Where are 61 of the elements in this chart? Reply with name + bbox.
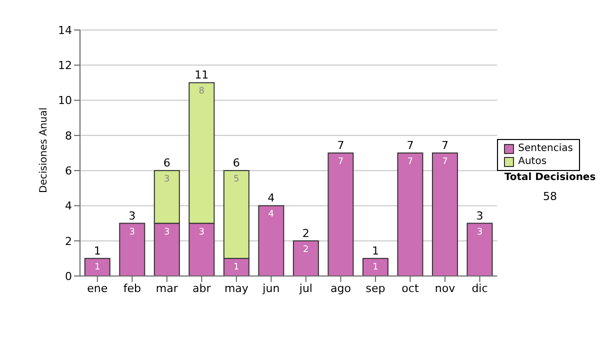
x-tick-label: may [224,282,249,295]
total-label: 2 [302,226,310,240]
text: Total Decisiones [503,172,597,183]
bar [466,222,493,276]
total-label: 1 [372,244,379,258]
data-label: 3 [198,227,205,238]
bar [84,258,110,276]
bar [258,205,284,276]
data-label: 7 [407,157,414,167]
x-tick-label: sep [366,282,386,295]
data-label: 7 [338,157,344,167]
data-label: 1 [94,262,100,272]
legend-label: Autos [518,155,547,168]
y-tick-label: 6 [65,164,72,178]
data-label: 3 [164,174,170,185]
bar [328,152,354,276]
y-tick-label: 12 [58,59,72,72]
data-label: 2 [303,244,309,255]
x-tick-label: nov [434,282,456,295]
y-tick-label: 14 [58,24,72,37]
data-label: 1 [234,262,240,272]
y-tick-label: 10 [58,94,72,108]
y-tick-label: 2 [65,234,72,248]
bar [119,222,146,276]
total-label: 4 [268,192,275,205]
y-tick-label: 0 [65,270,72,283]
x-tick-label: ene [87,282,108,295]
bar [432,152,458,276]
total-label: 6 [232,156,240,170]
x-tick-label: ago [330,282,352,295]
total-label: 11 [194,68,209,82]
total-label: 7 [441,139,448,152]
bar [397,152,424,276]
bar [292,240,319,276]
data-label: 4 [268,210,274,220]
x-tick-label: dic [472,282,488,295]
total-label: 1 [94,244,101,258]
data-label: 5 [234,174,240,185]
x-tick-label: mar [156,282,178,295]
legend-label: Sentencias [518,142,573,155]
data-label: 3 [476,227,483,238]
total-label: 7 [337,139,344,152]
y-tick-label: 4 [65,200,72,213]
total-label: 7 [406,139,414,152]
text: 58 [542,190,558,203]
data-label: 3 [129,227,135,238]
data-label: 7 [442,157,448,167]
x-tick-label: jul [298,282,312,295]
x-tick-label: jun [262,282,280,295]
total-label: 6 [163,156,170,170]
data-label: 8 [198,86,205,97]
x-tick-label: oct [402,282,420,295]
x-tick-label: feb [123,282,141,295]
bar [362,258,388,276]
total-label: 3 [128,209,136,222]
x-tick-label: abr [192,282,212,295]
data-label: 3 [164,227,170,238]
data-label: 1 [372,262,378,272]
y-axis-title: Decisiones Anual [38,107,50,193]
y-tick-label: 8 [65,129,72,142]
total-label: 3 [476,209,484,222]
